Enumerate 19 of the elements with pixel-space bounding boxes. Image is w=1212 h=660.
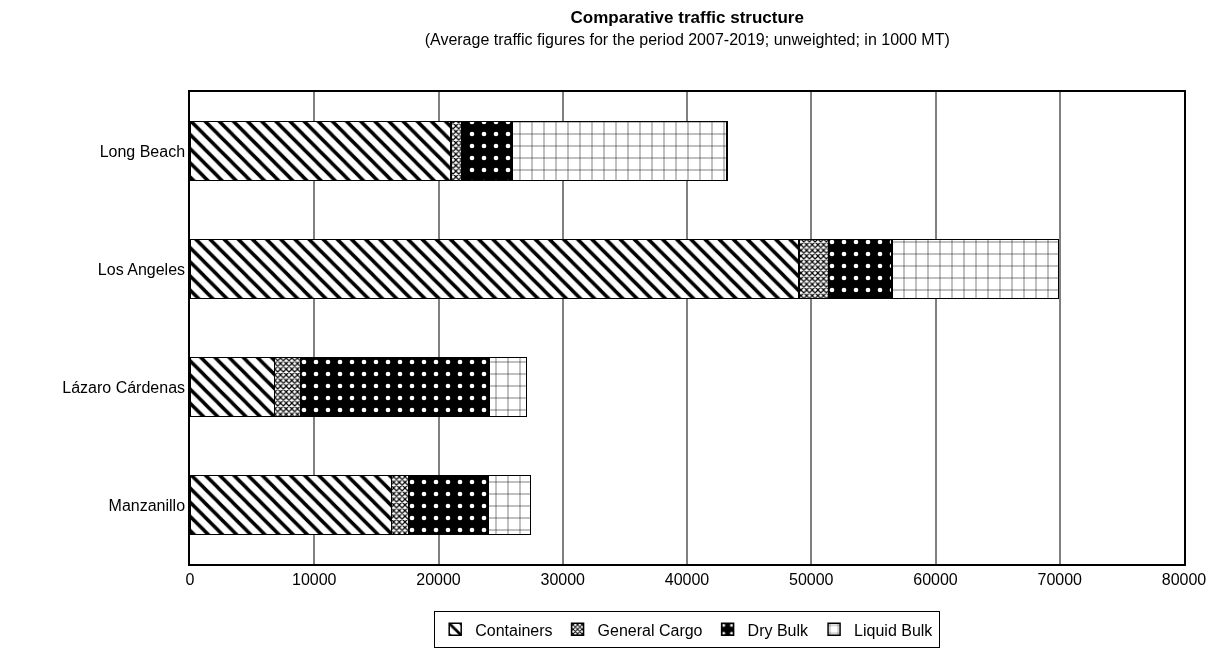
x-tick-label: 0	[185, 570, 195, 588]
x-tick-label: 60000	[913, 570, 958, 588]
text: General Cargo	[597, 621, 703, 639]
x-tick-label: 50000	[789, 570, 834, 588]
chart-subtitle: (Average traffic figures for the period 2007-2019; unweighted; in 1000 MT)	[424, 31, 950, 49]
text: Liquid Bulk	[854, 621, 934, 639]
y-tick-label: Manzanillo	[108, 496, 186, 514]
y-tick-label: Lázaro Cárdenas	[62, 378, 186, 396]
chart-title: Comparative traffic structure	[570, 8, 804, 28]
x-tick-label: 70000	[1037, 570, 1083, 588]
x-tick-label: 30000	[540, 570, 586, 588]
x-tick-label: 80000	[1161, 570, 1207, 588]
x-tick-label: 20000	[416, 570, 461, 588]
y-tick-label: Los Angeles	[97, 260, 186, 278]
x-tick-label: 10000	[292, 570, 337, 588]
text: Containers	[475, 621, 553, 639]
y-tick-label: Long Beach	[99, 142, 186, 160]
x-tick-label: 40000	[664, 570, 710, 588]
text: Dry Bulk	[747, 621, 810, 639]
